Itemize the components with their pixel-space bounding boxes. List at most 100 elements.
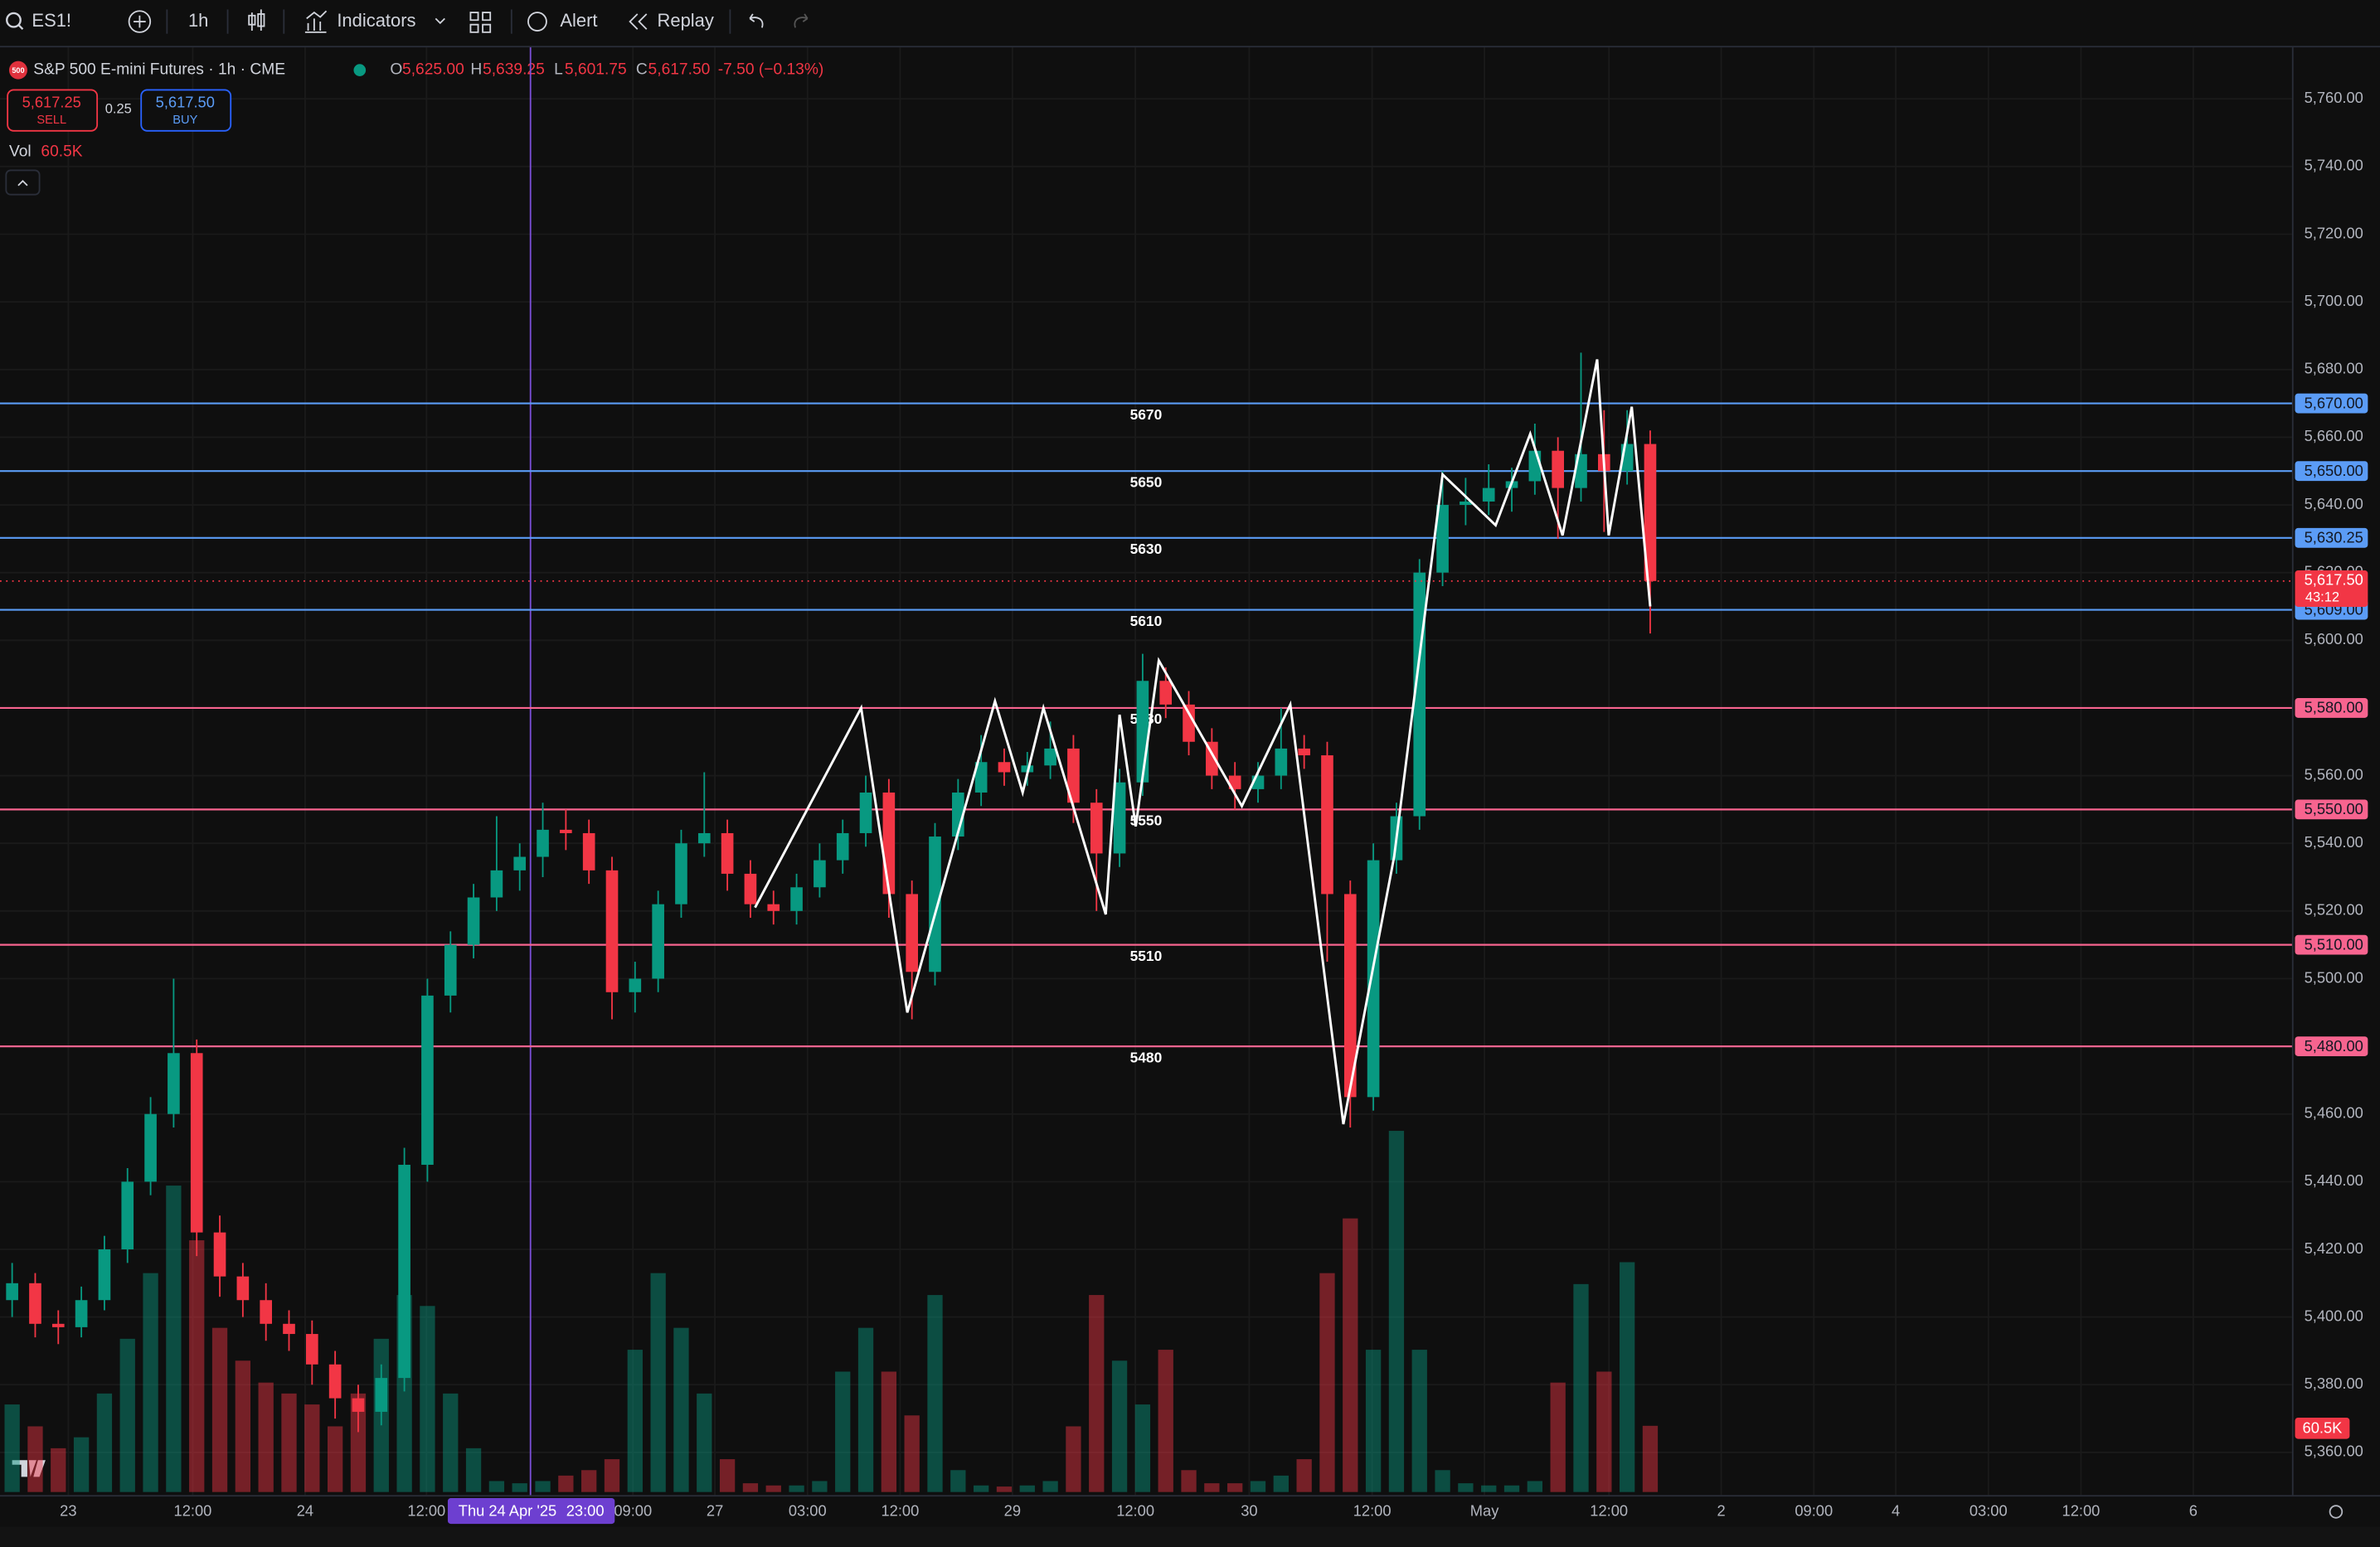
volume-bar [1227, 1483, 1243, 1492]
chart-type-icon[interactable] [248, 9, 265, 32]
level-price-label: 5,650.00 [2305, 462, 2363, 479]
volume-bar [143, 1273, 158, 1492]
volume-bar [719, 1459, 736, 1492]
volume-bar [1181, 1470, 1197, 1492]
volume-bar [51, 1448, 66, 1492]
indicators-icon[interactable] [304, 10, 328, 33]
volume-bar [1204, 1483, 1220, 1492]
y-tick-label: 5,720.00 [2305, 224, 2363, 241]
x-tick-label: 24 [297, 1501, 313, 1519]
volume-bar [304, 1404, 320, 1492]
candle-body [1482, 487, 1495, 502]
volume-bar [996, 1486, 1013, 1492]
candle-body [306, 1334, 318, 1365]
alert-icon[interactable] [527, 12, 547, 32]
logo [8, 61, 27, 80]
x-tick-label: 03:00 [1970, 1501, 2008, 1519]
volume-bar [950, 1470, 966, 1492]
ohlc-key: O [390, 61, 402, 79]
bottom-strip [0, 1526, 2380, 1547]
candle-body [144, 1113, 157, 1182]
crosshair-time: 23:00 [566, 1501, 605, 1519]
y-tick-label: 5,560.00 [2305, 765, 2363, 783]
spread: 0.25 [105, 102, 132, 117]
level-name: 5480 [1130, 1049, 1163, 1065]
volume-bar [4, 1404, 20, 1492]
y-tick-label: 5,700.00 [2305, 292, 2363, 309]
volume-bar [1550, 1382, 1566, 1492]
level-price-label: 5,580.00 [2305, 699, 2363, 716]
replay-button[interactable]: Replay [658, 10, 714, 31]
sell-price: 5,617.25 [22, 94, 81, 111]
volume-bar [1642, 1425, 1659, 1492]
candle-body [1090, 803, 1103, 854]
y-tick-label: 5,640.00 [2305, 495, 2363, 512]
volume-bar [765, 1485, 781, 1492]
sell-button[interactable] [7, 89, 99, 132]
buy-label: BUY [172, 114, 197, 127]
search-icon [17, 23, 24, 31]
search-icon[interactable] [6, 12, 22, 28]
candle-body [605, 870, 619, 992]
volume-bar [581, 1470, 597, 1492]
indicators-button[interactable]: Indicators [337, 10, 415, 31]
candle-body [697, 832, 711, 844]
candle-body [1436, 505, 1449, 573]
candle-body [51, 1323, 65, 1327]
volume-bar [1319, 1273, 1335, 1492]
level-price-box [2295, 698, 2368, 718]
x-tick-label: May [1470, 1501, 1499, 1519]
y-tick-label: 5,380.00 [2305, 1375, 2363, 1392]
symbol[interactable]: ES1! [32, 10, 71, 31]
y-tick-label: 5,460.00 [2305, 1104, 2363, 1122]
settings-icon[interactable] [2329, 1505, 2344, 1519]
level-price-label: 5,550.00 [2305, 800, 2363, 817]
x-tick-label: 12:00 [1353, 1501, 1392, 1519]
candle-body [1275, 748, 1288, 776]
y-tick-label: 5,660.00 [2305, 427, 2363, 444]
volume-bar [789, 1485, 804, 1492]
interval[interactable]: 1h [188, 10, 208, 31]
volume-bar [350, 1393, 367, 1492]
alert-button[interactable]: Alert [560, 10, 597, 31]
volume-bar [742, 1483, 759, 1492]
dropdown-icon[interactable] [435, 17, 445, 25]
ohlc-key: L [554, 61, 563, 79]
logo-text: 500 [12, 66, 24, 75]
redo-icon[interactable] [794, 13, 809, 28]
candle-body [283, 1323, 295, 1335]
undo-icon[interactable] [749, 13, 764, 28]
x-tick-label: 12:00 [407, 1501, 445, 1519]
countdown-label: 43:12 [2305, 589, 2339, 604]
ohlc-key: C [636, 61, 648, 79]
collapse-button[interactable] [5, 169, 41, 196]
y-tick-label: 5,520.00 [2305, 901, 2363, 919]
replay-icon[interactable] [629, 13, 648, 30]
volume-bar [1066, 1426, 1081, 1492]
volume-bar [1158, 1350, 1173, 1492]
candle-body [1159, 681, 1173, 705]
ohlc-value: 5,601.75 [565, 61, 627, 79]
candle-body [1367, 860, 1380, 1098]
volume-bar [73, 1437, 90, 1492]
candle-body [213, 1232, 226, 1277]
layouts-icon[interactable] [469, 12, 492, 33]
candle-body [859, 792, 872, 833]
volume-bar [512, 1483, 527, 1492]
volume-bar [1089, 1295, 1105, 1492]
candle-body [398, 1164, 410, 1379]
x-tick-label: 27 [707, 1501, 723, 1519]
volume-bar [235, 1360, 251, 1492]
volume-bar [627, 1350, 643, 1492]
add-symbol[interactable] [128, 10, 152, 33]
buy-button[interactable] [140, 89, 232, 132]
candle-body [1136, 681, 1149, 783]
volume-bar [673, 1327, 689, 1492]
under-layer [0, 47, 2292, 1496]
volume-bar [558, 1475, 574, 1492]
candle-body [814, 860, 826, 888]
crosshair-date: Thu 24 Apr '25 [459, 1501, 556, 1519]
volume-bar [1250, 1481, 1266, 1492]
candle-body [582, 832, 595, 870]
x-tick-label: 09:00 [614, 1501, 652, 1519]
